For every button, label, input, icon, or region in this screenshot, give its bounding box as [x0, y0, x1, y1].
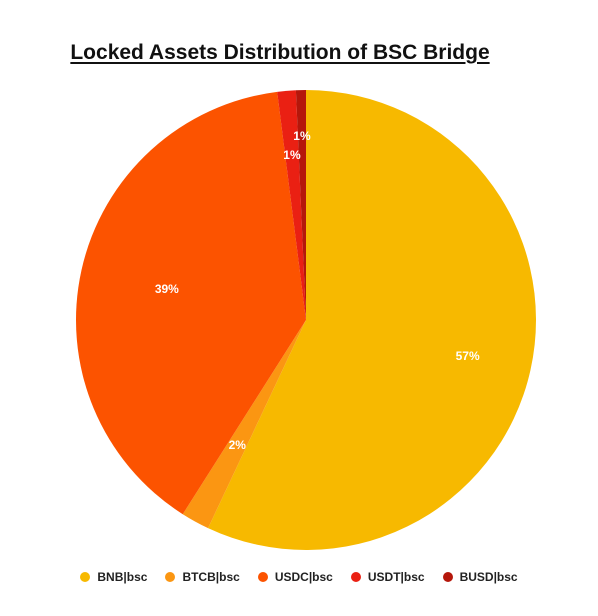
slice-label-usdt-bsc: 1%: [283, 148, 301, 162]
legend-label: BUSD|bsc: [459, 570, 518, 584]
chart-title: Locked Assets Distribution of BSC Bridge: [70, 41, 490, 64]
legend-label: BTCB|bsc: [182, 570, 240, 584]
pie-slice-btcb-bsc: [182, 320, 306, 529]
legend-swatch: [442, 572, 453, 582]
slice-label-busd-bsc: 1%: [293, 129, 311, 143]
pie-slice-usdc-bsc: [76, 91, 306, 515]
legend-swatch: [80, 572, 91, 582]
legend-item-usdc-bsc: USDC|bsc: [257, 570, 333, 584]
slice-label-btcb-bsc: 2%: [229, 438, 247, 452]
slice-label-usdc-bsc: 39%: [155, 282, 179, 296]
chart-legend: BNB|bsc BTCB|bsc USDC|bsc USDT|bsc BUSD|bsc: [0, 570, 598, 584]
legend-label: USDC|bsc: [274, 570, 333, 584]
legend-item-usdt-bsc: USDT|bsc: [350, 570, 425, 584]
legend-swatch: [165, 572, 176, 582]
legend-swatch: [257, 572, 268, 582]
legend-swatch: [350, 572, 361, 582]
pie-slices: [76, 90, 536, 550]
legend-item-busd-bsc: BUSD|bsc: [442, 570, 518, 584]
legend-label: BNB|bsc: [97, 570, 148, 584]
legend-label: USDT|bsc: [367, 570, 425, 584]
pie-slice-busd-bsc: [295, 90, 306, 320]
pie-slice-usdt-bsc: [277, 90, 306, 320]
slice-label-bnb-bsc: 57%: [456, 349, 480, 363]
pie-slice-bnb-bsc: [208, 90, 536, 550]
legend-item-btcb-bsc: BTCB|bsc: [165, 570, 240, 584]
pie-labels: 57% 2% 39% 1% 1%: [155, 129, 480, 452]
legend-item-bnb-bsc: BNB|bsc: [80, 570, 147, 584]
